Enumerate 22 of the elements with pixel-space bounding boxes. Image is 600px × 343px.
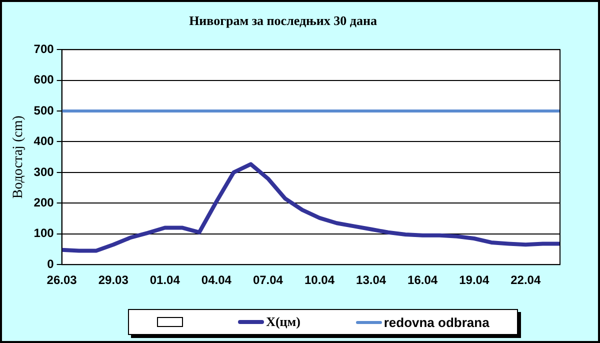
y-tick-label: 500 bbox=[34, 103, 54, 118]
y-tick-label: 400 bbox=[34, 134, 54, 148]
x-tick-label: 01.04 bbox=[150, 273, 180, 288]
legend-label: X(цм) bbox=[266, 314, 300, 330]
y-tick-label: 300 bbox=[34, 164, 54, 179]
x-tick-label: 19.04 bbox=[459, 273, 490, 288]
y-tick-label: 100 bbox=[34, 226, 54, 240]
x-tick-label: 29.03 bbox=[98, 273, 129, 288]
x-tick-label: 10.04 bbox=[304, 273, 335, 288]
chart-title: Нивограм за последњих 30 дана bbox=[189, 13, 378, 28]
x-tick-label: 04.04 bbox=[201, 273, 232, 288]
legend-label: redovna odbrana bbox=[384, 314, 490, 330]
x-tick-label: 07.04 bbox=[252, 273, 284, 288]
x-tick-label: 13.04 bbox=[356, 273, 386, 288]
y-tick-label: 700 bbox=[34, 42, 54, 56]
y-axis-title: Водостај (cm) bbox=[11, 115, 26, 199]
x-tick-label: 16.04 bbox=[408, 273, 438, 288]
x-tick-label: 22.04 bbox=[510, 273, 541, 288]
x-tick-label: 26.03 bbox=[46, 273, 78, 288]
y-tick-label: 600 bbox=[34, 72, 54, 87]
y-tick-label: 200 bbox=[34, 195, 54, 210]
y-tick-label: 0 bbox=[47, 256, 54, 271]
